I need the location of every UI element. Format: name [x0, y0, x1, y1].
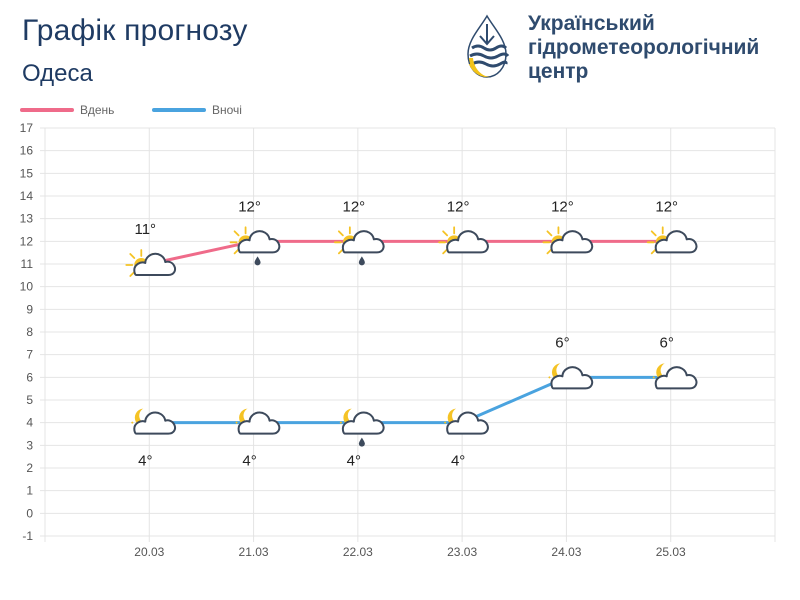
temperature-label: 4° [451, 453, 465, 470]
x-tick-label: 22.03 [343, 545, 373, 559]
sun-cloud-rain-icon [229, 226, 281, 266]
org-name-line: Український [528, 12, 655, 35]
weather-icons [125, 226, 698, 447]
temperature-label: 12° [447, 198, 470, 215]
page-title: Графік прогнозу [22, 14, 248, 47]
temperature-label: 4° [242, 453, 256, 470]
moon-cloud-icon [235, 408, 281, 435]
sun-cloud-rain-icon [333, 226, 385, 266]
temperature-label: 6° [660, 334, 674, 351]
y-tick-label: 6 [26, 370, 33, 384]
ugmc-logo-icon [467, 14, 510, 78]
y-tick-label: 4 [26, 416, 33, 430]
x-tick-label: 23.03 [447, 545, 477, 559]
y-tick-label: -1 [22, 529, 33, 543]
moon-cloud-rain-icon [339, 408, 385, 447]
y-tick-label: 8 [26, 325, 33, 339]
temperature-label: 12° [551, 198, 574, 215]
legend-label: Вночі [212, 103, 242, 117]
sun-cloud-icon [125, 249, 177, 277]
y-tick-label: 3 [26, 438, 33, 452]
org-branding: Український гідрометеорологічний центр [460, 12, 790, 84]
y-tick-label: 7 [26, 348, 33, 362]
temperature-label: 11° [134, 221, 156, 238]
moon-cloud-icon [547, 362, 594, 390]
temperature-labels: 11° 12° 12° 12° 12° 12° 4° 4° 4° 4° 6° 6° [134, 198, 678, 469]
temperature-label: 12° [343, 198, 366, 215]
org-name-line: гідрометеорологічний [528, 36, 760, 59]
temperature-label: 12° [238, 198, 261, 215]
moon-cloud-icon [130, 408, 177, 435]
legend-label: Вдень [80, 103, 114, 117]
y-tick-label: 15 [20, 166, 34, 180]
y-tick-label: 14 [20, 189, 34, 203]
city-name: Одеса [22, 60, 93, 87]
y-tick-label: 16 [20, 144, 34, 158]
org-name: Український гідрометеорологічний центр [528, 12, 759, 84]
y-tick-label: 12 [20, 234, 34, 248]
y-tick-label: 11 [21, 257, 34, 271]
temperature-label: 4° [138, 453, 152, 470]
y-tick-label: 10 [20, 280, 34, 294]
legend: Вдень Вночі [20, 103, 242, 117]
temperature-label: 12° [655, 198, 678, 215]
x-tick-label: 21.03 [239, 545, 269, 559]
moon-cloud-icon [443, 408, 489, 435]
y-tick-label: 0 [26, 506, 33, 520]
y-tick-label: 17 [20, 121, 34, 135]
x-tick-label: 24.03 [551, 545, 581, 559]
temperature-label: 4° [347, 453, 361, 470]
y-tick-label: 2 [26, 461, 33, 475]
org-name-line: центр [528, 60, 589, 83]
y-tick-label: 1 [26, 484, 33, 498]
y-tick-label: 13 [20, 212, 34, 226]
x-tick-label: 25.03 [656, 545, 686, 559]
y-tick-label: 9 [26, 302, 33, 316]
moon-cloud-icon [652, 362, 698, 390]
chart-grid [40, 127, 776, 542]
temperature-label: 6° [555, 334, 569, 351]
x-axis-ticks: 20.03 21.03 22.03 23.03 24.03 25.03 [134, 545, 686, 559]
x-tick-label: 20.03 [134, 545, 164, 559]
y-tick-label: 5 [26, 393, 33, 407]
